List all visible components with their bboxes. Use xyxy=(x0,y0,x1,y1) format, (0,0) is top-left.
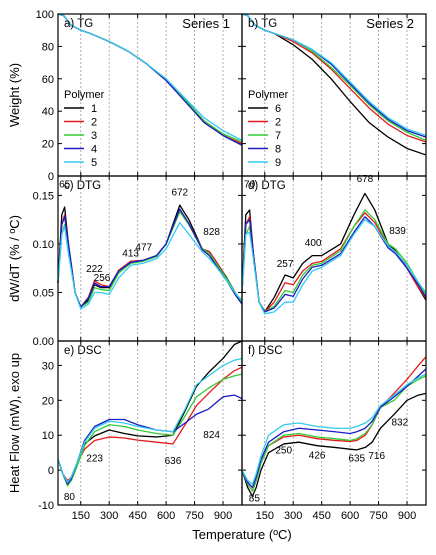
y-axis-title: Weight (%) xyxy=(7,63,22,127)
legend-entry-7: 7 xyxy=(275,130,281,142)
y-tick-label: 0.05 xyxy=(33,287,54,299)
x-tick-label: 600 xyxy=(341,510,359,522)
peak-annotation: 477 xyxy=(135,243,152,254)
panel-label: f) DSC xyxy=(248,345,283,357)
legend-entry-6: 6 xyxy=(275,103,281,115)
panel-frame xyxy=(241,175,427,342)
series-line-2 xyxy=(241,13,427,143)
legend-entry-5: 5 xyxy=(91,157,97,169)
peak-annotation: 222 xyxy=(86,264,103,275)
x-tick-label: 750 xyxy=(185,510,203,522)
series-line-7 xyxy=(241,375,427,492)
peak-annotation: 839 xyxy=(389,226,406,237)
peak-annotation: 400 xyxy=(305,238,322,249)
legend-entry-8: 8 xyxy=(275,144,281,156)
x-tick-label: 450 xyxy=(128,510,146,522)
series-line-6 xyxy=(241,13,427,156)
y-tick-label: 100 xyxy=(36,9,54,21)
x-tick-label: 300 xyxy=(284,510,302,522)
y-axis-title: dW/dT (% / ºC) xyxy=(7,215,22,302)
y-tick-label: 0.10 xyxy=(33,239,54,251)
peak-annotation: 70 xyxy=(244,180,256,191)
peak-annotation: 678 xyxy=(357,174,374,185)
legend-title: Polymer xyxy=(248,89,289,101)
panel-frame xyxy=(241,340,427,506)
panel-label: b) TG xyxy=(248,18,277,30)
panel-label: d) DTG xyxy=(248,180,286,192)
legend-entry-9: 9 xyxy=(275,157,281,169)
series-line-7 xyxy=(241,13,427,141)
series-line-3 xyxy=(57,373,243,487)
x-tick-label: 900 xyxy=(398,510,416,522)
peak-annotation: 635 xyxy=(348,453,365,464)
series-line-9 xyxy=(241,13,427,137)
peak-annotation: 223 xyxy=(86,453,103,464)
peak-annotation: 426 xyxy=(309,451,326,462)
series-line-4 xyxy=(57,13,243,146)
peak-annotation: 636 xyxy=(165,456,182,467)
panel-frame xyxy=(57,340,243,506)
x-tick-label: 300 xyxy=(100,510,118,522)
y-tick-label: -10 xyxy=(38,500,54,512)
peak-annotation: 250 xyxy=(275,445,292,456)
y-tick-label: 20 xyxy=(42,395,54,407)
y-tick-label: 10 xyxy=(42,430,54,442)
series-line-5 xyxy=(57,357,243,483)
y-axis-title: Heat Flow (mW), exo up xyxy=(7,353,22,493)
x-tick-label: 900 xyxy=(214,510,232,522)
y-tick-label: 0.00 xyxy=(33,336,54,348)
series-line-6 xyxy=(241,392,427,497)
y-tick-label: 80 xyxy=(42,41,54,53)
y-tick-label: 0.15 xyxy=(33,190,54,202)
series-line-4 xyxy=(57,394,243,485)
legend-entry-3: 3 xyxy=(91,130,97,142)
legend-entry-1: 1 xyxy=(91,103,97,115)
peak-annotation: 828 xyxy=(203,227,220,238)
peak-annotation: 80 xyxy=(64,492,76,503)
peak-annotation: 257 xyxy=(277,259,294,270)
panel-label: a) TG xyxy=(64,18,93,30)
x-tick-label: 750 xyxy=(369,510,387,522)
y-tick-label: 20 xyxy=(42,139,54,151)
y-tick-label: 40 xyxy=(42,106,54,118)
x-axis-title: Temperature (ºC) xyxy=(192,527,291,542)
series-line-5 xyxy=(57,13,243,141)
peak-annotation: 824 xyxy=(203,430,220,441)
legend-title: Polymer xyxy=(64,89,105,101)
panel-label: c) DTG xyxy=(64,180,101,192)
x-tick-label: 150 xyxy=(256,510,274,522)
series-line-5 xyxy=(57,221,243,310)
y-tick-label: 60 xyxy=(42,74,54,86)
peak-annotation: 716 xyxy=(368,451,385,462)
panel-label: e) DSC xyxy=(64,345,102,357)
legend-entry-2: 2 xyxy=(91,117,97,129)
x-tick-label: 600 xyxy=(157,510,175,522)
series-title: Series 2 xyxy=(366,16,414,31)
series-line-9 xyxy=(241,219,427,315)
series-line-8 xyxy=(241,368,427,489)
peak-annotation: 65 xyxy=(59,180,71,191)
series-title: Series 1 xyxy=(182,16,230,31)
peak-annotation: 672 xyxy=(171,187,188,198)
y-tick-label: 0 xyxy=(48,171,54,183)
peak-annotation: 832 xyxy=(391,417,408,428)
y-tick-label: 30 xyxy=(42,360,54,372)
y-tick-label: 0 xyxy=(48,465,54,477)
x-tick-label: 450 xyxy=(312,510,330,522)
peak-annotation: 85 xyxy=(249,494,261,505)
series-line-3 xyxy=(57,13,243,143)
series-line-1 xyxy=(57,204,243,308)
x-tick-label: 150 xyxy=(72,510,90,522)
series-line-1 xyxy=(57,13,243,146)
peak-annotation: 256 xyxy=(94,273,111,284)
legend-entry-2: 2 xyxy=(275,117,281,129)
series-line-9 xyxy=(241,373,427,485)
peak-annotation: 413 xyxy=(122,249,139,260)
legend-entry-4: 4 xyxy=(91,144,97,156)
